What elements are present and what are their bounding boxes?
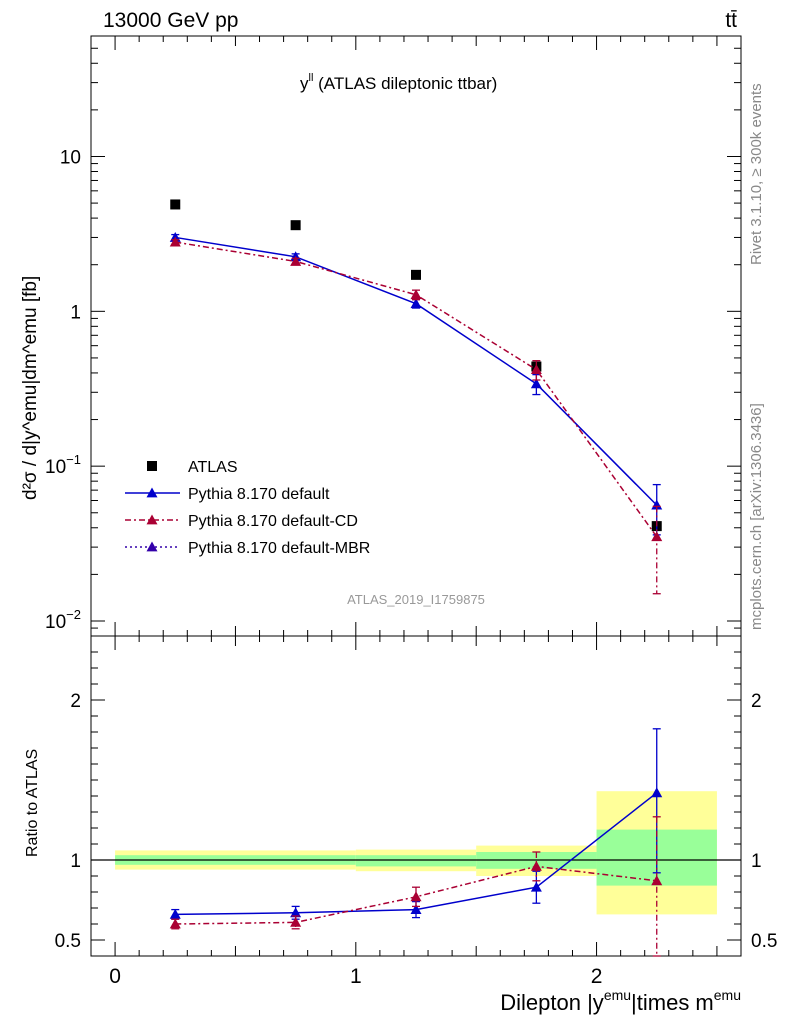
ratio-y-tick-label-left-1: 1	[70, 851, 81, 872]
main-y-tick-label-1: 10−1	[45, 452, 81, 478]
legend: ATLAS Pythia 8.170 default Pythia 8.170 de…	[125, 459, 370, 557]
series-layer	[169, 199, 663, 957]
ratio-point-0-4	[651, 787, 663, 798]
main-point-2-4	[651, 531, 663, 542]
energy-label: 13000 GeV pp	[103, 9, 238, 32]
main-y-tick-base: 10	[60, 147, 81, 168]
main-series-line-2	[175, 241, 658, 538]
plot-title: yll (ATLAS dileptonic ttbar)	[300, 72, 497, 93]
x-axis-label-sup1: emu	[604, 987, 631, 1003]
main-point-0-1	[290, 220, 301, 231]
ratio-y-tick-label-left-2: 2	[70, 691, 81, 712]
ratio-point-1-2	[410, 891, 422, 902]
ratio-point-1-4	[651, 875, 663, 886]
ratio-point-1-0	[169, 918, 181, 929]
rivet-label: Rivet 3.1.10, ≥ 300k events	[748, 83, 765, 265]
main-y-tick-label-3: 10	[60, 147, 81, 168]
x-axis-label-sup2: emu	[714, 987, 741, 1003]
x-tick-label-1: 1	[350, 965, 362, 988]
legend-label-3: Pythia 8.170 default-MBR	[188, 540, 370, 557]
main-y-tick-base: 10	[45, 612, 66, 633]
ratio-y-tick-label-right-0: 0.5	[751, 931, 777, 952]
main-point-0-0	[170, 199, 181, 210]
x-tick-label-2: 2	[591, 965, 603, 988]
analysis-watermark: ATLAS_2019_I1759875	[347, 592, 485, 607]
main-y-tick-base: 1	[70, 302, 81, 323]
legend-label-0: ATLAS	[188, 459, 238, 476]
ratio-point-1-1	[290, 916, 302, 927]
plot-title-sup: ll	[309, 72, 314, 84]
main-point-1-2	[410, 298, 422, 309]
ratio-point-0-3	[530, 881, 542, 892]
x-axis-label-main: Dilepton |y	[500, 990, 604, 1015]
plot-title-rest: (ATLAS dileptonic ttbar)	[313, 74, 497, 93]
legend-marker-0	[147, 461, 157, 471]
main-point-2-0	[169, 236, 181, 247]
main-point-2-2	[410, 289, 422, 300]
main-point-1-4	[651, 499, 663, 510]
main-y-tick-label-0: 10−2	[45, 607, 81, 633]
main-y-tick-exp: −1	[66, 452, 81, 467]
main-y-tick-label-2: 1	[70, 302, 81, 323]
ratio-y-axis-label: Ratio to ATLAS	[24, 749, 41, 857]
legend-marker-1	[146, 487, 158, 498]
main-y-axis-label: d²σ / d|y^emu|dm^emu [fb]	[20, 276, 41, 500]
main-point-2-3	[530, 364, 542, 375]
ratio-band-green-1	[355, 855, 477, 867]
main-y-tick-exp: −2	[66, 607, 81, 622]
ratio-point-0-1	[290, 907, 302, 918]
ratio-y-tick-label-right-1: 1	[751, 851, 762, 872]
x-axis-label: Dilepton |yemu|times memu	[500, 987, 741, 1015]
main-point-2-1	[290, 255, 302, 266]
main-y-tick-base: 10	[45, 457, 66, 478]
legend-label-1: Pythia 8.170 default	[188, 486, 330, 503]
main-point-1-3	[530, 378, 542, 389]
ratio-y-tick-label-right-2: 2	[751, 691, 762, 712]
ratio-y-tick-label-left-0: 0.5	[55, 931, 81, 952]
legend-marker-2	[146, 514, 158, 525]
ratio-point-1-3	[530, 860, 542, 871]
plot-title-main: y	[300, 74, 309, 93]
x-tick-label-0: 0	[109, 965, 121, 988]
ratio-point-0-2	[410, 904, 422, 914]
process-label: tt̄	[725, 9, 737, 32]
ratio-point-0-0	[169, 908, 181, 919]
legend-label-2: Pythia 8.170 default-CD	[188, 513, 358, 530]
main-point-0-2	[411, 269, 421, 280]
mcplots-label: mcplots.cern.ch [arXiv:1306.3436]	[748, 403, 765, 630]
x-axis-label-mid: |times m	[631, 990, 714, 1015]
legend-marker-3	[146, 541, 158, 552]
